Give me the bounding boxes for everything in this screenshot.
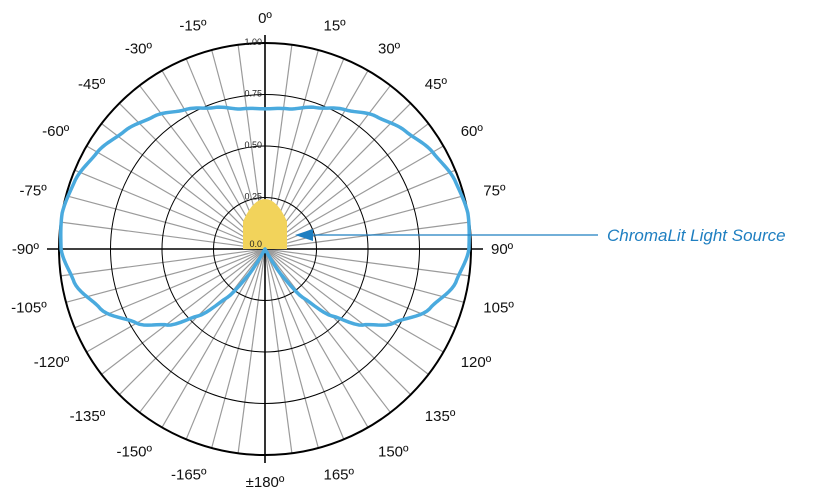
angle-label: -120º <box>34 354 70 371</box>
angle-label: -60º <box>42 123 70 140</box>
angle-label: 0º <box>258 10 272 27</box>
angle-label: 15º <box>324 18 347 35</box>
angle-label: 165º <box>324 466 355 483</box>
angle-label: 45º <box>425 76 448 93</box>
callout-label: ChromaLit Light Source <box>607 226 786 245</box>
light-source <box>243 199 287 249</box>
radial-tick-label: 0.50 <box>244 140 262 150</box>
angle-label: 105º <box>483 300 514 317</box>
angle-label: -150º <box>116 444 152 461</box>
angle-label: 90º <box>491 241 514 258</box>
angle-label: 60º <box>461 123 484 140</box>
angle-label: 75º <box>483 183 506 200</box>
angle-label: 30º <box>378 40 401 57</box>
angle-label: 135º <box>425 408 456 425</box>
callout-arrowhead <box>295 229 313 241</box>
radial-tick-label: 0.0 <box>249 239 262 249</box>
distribution-line <box>59 105 471 327</box>
angle-label: -75º <box>20 183 48 200</box>
radial-tick-label: 0.25 <box>244 192 262 202</box>
angle-labels: 0º 15º 30º 45º 60º 75º 90º 105º 120º 135º 150º 165º… <box>11 10 514 491</box>
radial-tick-labels: 0.0 0.25 0.50 0.75 1.00 <box>244 37 262 249</box>
angle-label: -15º <box>179 18 207 35</box>
angle-label: 150º <box>378 444 409 461</box>
light-source-shape <box>243 199 287 249</box>
angle-label: -105º <box>11 300 47 317</box>
angle-label: -135º <box>70 408 106 425</box>
radial-tick-label: 1.00 <box>244 37 262 47</box>
distribution-curve <box>59 105 471 327</box>
angle-label: 120º <box>461 354 492 371</box>
angle-label: -45º <box>78 76 106 93</box>
radial-tick-label: 0.75 <box>244 89 262 99</box>
angle-label: -30º <box>125 40 153 57</box>
angle-label: ±180º <box>246 474 285 491</box>
callout: ChromaLit Light Source <box>295 226 786 245</box>
angle-label: -165º <box>171 466 207 483</box>
angle-label: -90º <box>12 241 40 258</box>
